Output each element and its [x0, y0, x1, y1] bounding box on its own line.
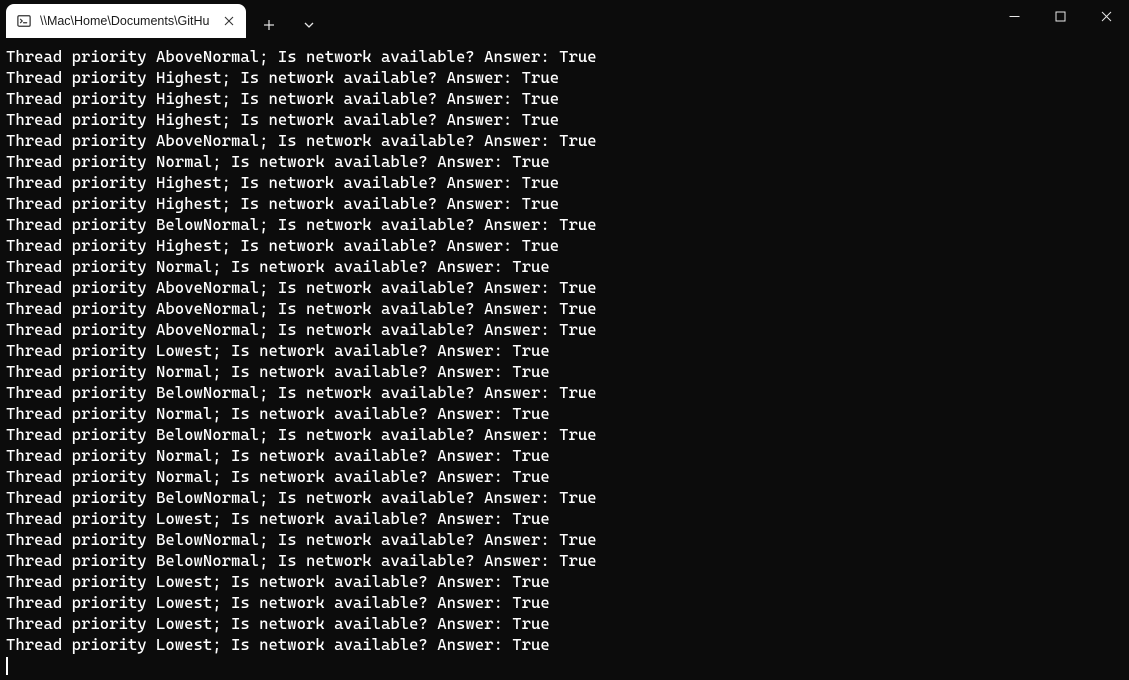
tab-active[interactable]: \\Mac\Home\Documents\GitHu [6, 4, 246, 38]
tab-dropdown-button[interactable] [292, 8, 326, 42]
titlebar: \\Mac\Home\Documents\GitHu [0, 0, 1129, 38]
terminal-cursor [6, 657, 8, 675]
window-controls [991, 0, 1129, 38]
terminal-icon [16, 13, 32, 29]
close-button[interactable] [1083, 0, 1129, 32]
terminal-output[interactable]: Thread priority AboveNormal; Is network … [0, 38, 1129, 680]
tab-close-button[interactable] [220, 12, 238, 30]
tab-strip: \\Mac\Home\Documents\GitHu [0, 0, 326, 38]
minimize-button[interactable] [991, 0, 1037, 32]
new-tab-button[interactable] [252, 8, 286, 42]
maximize-button[interactable] [1037, 0, 1083, 32]
tab-title: \\Mac\Home\Documents\GitHu [40, 14, 212, 28]
